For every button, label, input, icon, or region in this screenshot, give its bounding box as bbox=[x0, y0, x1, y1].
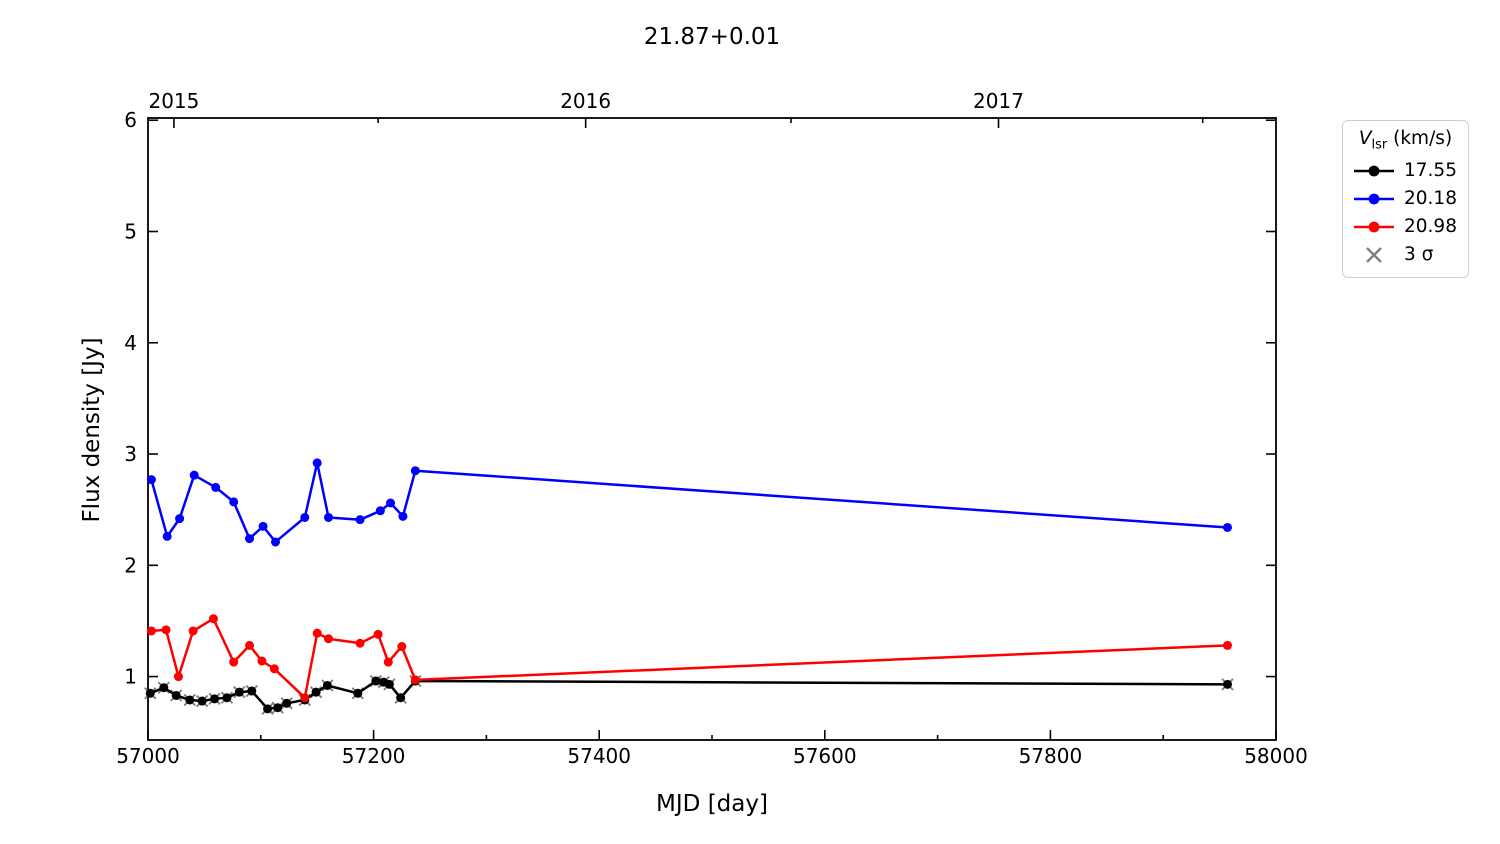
legend-entry-20.98: 20.98 bbox=[1353, 213, 1458, 241]
x-axis-tick-label: 57400 bbox=[567, 744, 631, 768]
data-point-20.18 bbox=[175, 514, 185, 524]
data-point-20.98 bbox=[161, 625, 171, 635]
data-point-20.98 bbox=[229, 657, 239, 667]
data-point-20.18 bbox=[398, 511, 408, 521]
data-point-20.18 bbox=[146, 475, 156, 485]
y-axis-tick-label: 6 bbox=[124, 108, 137, 132]
data-point-20.98 bbox=[1222, 640, 1232, 650]
data-point-17.55 bbox=[396, 693, 406, 703]
x-axis-label: MJD [day] bbox=[656, 791, 768, 817]
data-point-20.98 bbox=[312, 628, 322, 638]
data-point-17.55 bbox=[234, 687, 244, 697]
data-point-17.55 bbox=[322, 680, 332, 690]
data-point-20.18 bbox=[162, 531, 172, 541]
y-axis-tick-label: 4 bbox=[124, 331, 137, 355]
legend-entry-3sigma: 3 σ bbox=[1353, 241, 1458, 269]
data-point-20.18 bbox=[323, 512, 333, 522]
data-point-20.18 bbox=[300, 512, 310, 522]
y-axis-tick-label: 5 bbox=[124, 219, 137, 243]
data-point-20.98 bbox=[373, 629, 383, 639]
data-point-17.55 bbox=[159, 683, 169, 693]
legend-title: Vlsr (km/s) bbox=[1353, 128, 1458, 153]
chart-title: 21.87+0.01 bbox=[643, 24, 781, 50]
legend-entry-label: 17.55 bbox=[1404, 160, 1457, 182]
data-point-20.18 bbox=[229, 497, 239, 507]
legend-title-symbol: V bbox=[1358, 128, 1372, 149]
top-axis-year-label: 2015 bbox=[148, 89, 199, 113]
series-line-20.18 bbox=[150, 461, 1228, 544]
data-point-20.18 bbox=[386, 498, 396, 508]
series-line-17.55 bbox=[149, 679, 1228, 711]
legend-entry-label: 20.18 bbox=[1404, 188, 1457, 210]
data-point-20.98 bbox=[188, 626, 198, 636]
x-axis-tick-label: 57800 bbox=[1019, 744, 1083, 768]
data-point-20.98 bbox=[383, 657, 393, 667]
y-axis-tick-label: 1 bbox=[124, 665, 137, 689]
data-point-17.55 bbox=[384, 679, 394, 689]
data-point-20.98 bbox=[269, 664, 279, 674]
data-point-20.98 bbox=[300, 693, 310, 703]
legend-line-circle-icon-red bbox=[1354, 221, 1394, 233]
data-point-20.18 bbox=[375, 506, 385, 516]
top-axis-year-label: 2016 bbox=[560, 89, 611, 113]
data-point-17.55 bbox=[222, 693, 232, 703]
data-point-20.98 bbox=[323, 634, 333, 644]
y-axis-tick-label: 2 bbox=[124, 553, 137, 577]
data-point-20.98 bbox=[257, 656, 267, 666]
data-point-20.18 bbox=[1222, 522, 1232, 532]
data-point-17.55 bbox=[145, 688, 155, 698]
series-line-20.98 bbox=[151, 617, 1228, 699]
data-point-20.98 bbox=[146, 626, 156, 636]
data-point-17.55 bbox=[197, 696, 207, 706]
legend-entry-17.55: 17.55 bbox=[1353, 157, 1458, 185]
legend-entry-20.18: 20.18 bbox=[1353, 185, 1458, 213]
x-axis-tick-label: 58000 bbox=[1244, 744, 1308, 768]
x-axis-tick-label: 57000 bbox=[116, 744, 180, 768]
data-point-20.98 bbox=[208, 614, 218, 624]
data-point-17.55 bbox=[185, 695, 195, 705]
legend-title-subscript: lsr bbox=[1371, 137, 1388, 153]
plot-border bbox=[147, 117, 1277, 741]
data-point-17.55 bbox=[282, 698, 292, 708]
x-axis-tick-label: 57600 bbox=[793, 744, 857, 768]
data-point-20.18 bbox=[312, 458, 322, 468]
legend-entry-label: 3 σ bbox=[1404, 244, 1434, 266]
data-point-20.98 bbox=[410, 675, 420, 685]
data-point-17.55 bbox=[273, 703, 283, 713]
data-point-17.55 bbox=[1222, 679, 1232, 689]
data-point-17.55 bbox=[371, 676, 381, 686]
x-axis-tick-label: 57200 bbox=[342, 744, 406, 768]
data-point-17.55 bbox=[247, 686, 257, 696]
legend-x-marker-icon bbox=[1366, 246, 1382, 263]
data-point-20.98 bbox=[173, 672, 183, 682]
data-point-20.18 bbox=[211, 482, 221, 492]
data-point-17.55 bbox=[171, 690, 181, 700]
data-point-20.18 bbox=[258, 521, 268, 531]
legend-line-circle-icon-black bbox=[1354, 165, 1394, 177]
data-point-17.55 bbox=[210, 694, 220, 704]
legend-title-units: (km/s) bbox=[1387, 128, 1453, 149]
data-point-20.98 bbox=[355, 638, 365, 648]
legend: Vlsr (km/s) 17.55 20.18 20.98 bbox=[1342, 120, 1469, 278]
data-point-17.55 bbox=[311, 687, 321, 697]
data-point-20.98 bbox=[397, 642, 407, 652]
data-point-20.18 bbox=[410, 466, 420, 476]
data-point-17.55 bbox=[353, 688, 363, 698]
legend-entry-label: 20.98 bbox=[1404, 216, 1457, 238]
y-axis-label: Flux density [Jy] bbox=[79, 337, 105, 523]
data-point-20.18 bbox=[355, 515, 365, 525]
data-point-20.18 bbox=[189, 470, 199, 480]
data-point-20.18 bbox=[245, 534, 255, 544]
top-axis-year-label: 2017 bbox=[973, 89, 1024, 113]
legend-line-circle-icon-blue bbox=[1354, 193, 1394, 205]
data-point-17.55 bbox=[263, 704, 273, 714]
data-point-20.98 bbox=[245, 640, 255, 650]
data-point-20.18 bbox=[270, 537, 280, 547]
y-axis-tick-label: 3 bbox=[124, 442, 137, 466]
